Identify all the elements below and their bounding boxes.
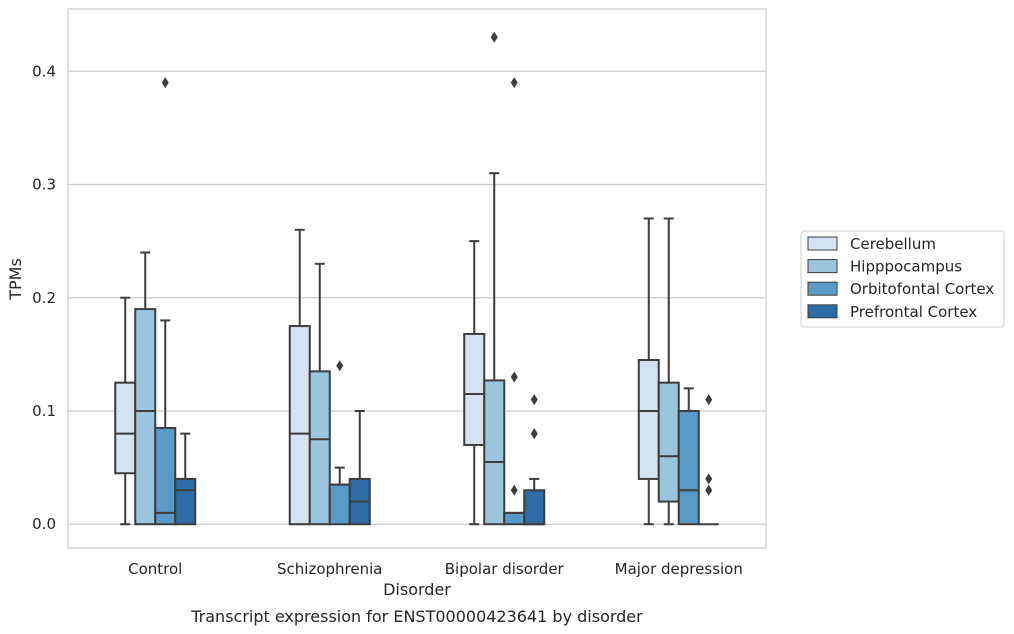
box-body: [463, 332, 486, 446]
box-1-1: [308, 262, 331, 526]
outlier-point: [510, 77, 518, 89]
box-2-1: [483, 31, 506, 526]
box-body: [677, 409, 700, 526]
y-axis-label: TPMs: [6, 258, 25, 301]
box-3-2: [677, 387, 700, 526]
legend-frame: [800, 230, 1005, 328]
outlier-point: [161, 77, 169, 89]
box-body: [288, 325, 311, 526]
box-body: [503, 511, 526, 526]
box-body: [523, 489, 546, 526]
box-body: [328, 483, 351, 526]
legend-swatch: [807, 236, 838, 251]
outlier-point: [530, 428, 538, 440]
box-3-0: [637, 217, 660, 526]
legend-label: Hipppocampus: [850, 258, 962, 276]
box-0-0: [114, 296, 137, 526]
box-body: [134, 308, 157, 526]
outlier-point: [530, 394, 538, 406]
outlier-point: [490, 31, 498, 43]
y-tick-label: 0.1: [32, 402, 56, 420]
outlier-point: [336, 360, 344, 372]
box-body: [483, 379, 506, 526]
box-1-3: [348, 409, 371, 526]
y-tick-label: 0.4: [32, 62, 56, 80]
box-body: [114, 381, 137, 475]
x-tick-label: Major depression: [615, 560, 743, 578]
box-2-0: [463, 240, 486, 526]
x-tick-label: Control: [128, 560, 182, 578]
chart-caption: Transcript expression for ENST0000042364…: [190, 607, 643, 626]
x-axis-label: Disorder: [383, 580, 451, 599]
y-tick-label: 0.3: [32, 176, 56, 194]
box-3-3: [698, 394, 719, 526]
legend-label: Cerebellum: [850, 235, 936, 253]
x-tick-label: Bipolar disorder: [445, 560, 565, 578]
y-tick-label: 0.2: [32, 289, 56, 307]
legend-swatch: [807, 259, 838, 274]
legend-label: Prefrontal Cortex: [850, 303, 977, 321]
y-tick-label: 0.0: [32, 515, 56, 533]
box-0-2: [154, 77, 177, 526]
y-tick-labels: 0.0 0.1 0.2 0.3 0.4: [32, 62, 56, 533]
box-body: [657, 381, 680, 503]
outlier-point: [510, 371, 518, 383]
box-body: [308, 370, 331, 526]
box-0-3: [174, 432, 197, 526]
box-body: [174, 477, 197, 526]
legend: Cerebellum Hipppocampus Orbitofontal Corte…: [800, 230, 1005, 328]
x-tick-label: Schizophrenia: [277, 560, 382, 578]
legend-swatch: [807, 281, 838, 296]
box-2-3: [523, 394, 546, 526]
outlier-point: [705, 484, 713, 496]
outlier-point: [510, 484, 518, 496]
box-body: [637, 359, 660, 480]
legend-label: Orbitofontal Cortex: [850, 280, 994, 298]
outlier-point: [705, 394, 713, 406]
outlier-point: [705, 473, 713, 485]
x-tick-labels: Control Schizophrenia Bipolar disorder Majo…: [128, 560, 743, 578]
box-groups: [114, 31, 719, 526]
box-body: [154, 426, 177, 526]
plot-frame: [67, 8, 767, 549]
box-1-2: [328, 360, 351, 526]
legend-swatch: [807, 304, 838, 319]
box-0-1: [134, 251, 157, 526]
